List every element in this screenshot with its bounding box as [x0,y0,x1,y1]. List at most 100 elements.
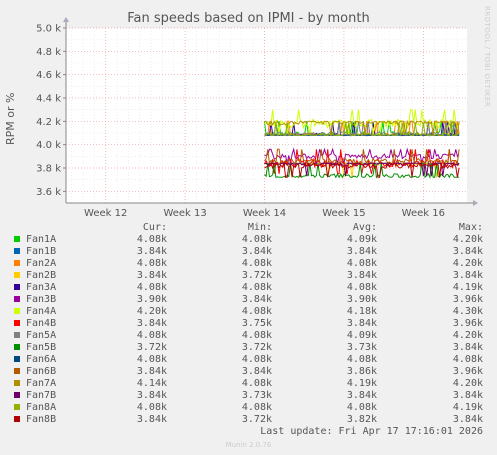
legend-max: 3.84k [452,270,483,281]
chart-title: Fan speeds based on IPMI - by month [127,11,370,26]
munin-footer: Munin 2.0.76 [225,441,272,449]
legend-row-fan1a: Fan1A 4.08k 4.08k 4.09k 4.20k [0,234,497,246]
legend-avg: 4.19k [346,378,377,389]
legend-cur: 4.14k [136,378,167,389]
legend-cur: 4.08k [136,330,167,341]
legend-swatch [14,344,20,350]
legend-min: 4.08k [241,402,272,413]
legend-min: 4.08k [241,282,272,293]
legend-min: 4.08k [241,378,272,389]
legend-cur: 4.20k [136,306,167,317]
legend-avg: 4.09k [346,234,377,245]
legend-row-fan7a: Fan7A 4.14k 4.08k 4.19k 4.20k [0,378,497,390]
legend-min: 4.08k [241,354,272,365]
legend-name: Fan1B [26,246,57,257]
legend-max: 4.20k [452,378,483,389]
tick-labels: 3.6 k 3.8 k 4.0 k 4.2 k 4.4 k 4.6 k 4.8 k 5.0 k… [36,24,445,220]
legend-min: 3.72k [241,414,272,425]
legend-swatch [14,356,20,362]
legend-row-fan1b: Fan1B 3.84k 3.84k 3.84k 3.84k [0,246,497,258]
legend-min: 3.72k [241,342,272,353]
legend-name: Fan8B [26,414,57,425]
legend-max: 3.96k [452,318,483,329]
series-line-fan6b [264,148,460,166]
legend-row-fan2a: Fan2A 4.08k 4.08k 4.08k 4.20k [0,258,497,270]
legend-cur: 4.08k [136,282,167,293]
legend-swatch [14,260,20,266]
legend-min: 3.84k [241,366,272,377]
legend-avg: 3.73k [346,342,377,353]
series-line-fan7b [264,162,460,177]
legend-row-fan6b: Fan6B 3.84k 3.84k 3.86k 3.96k [0,366,497,378]
legend-avg: 3.84k [346,318,377,329]
legend-avg: 4.18k [346,306,377,317]
x-tick-label: Week 14 [243,208,286,219]
legend-cur: 3.90k [136,294,167,305]
legend-swatch [14,308,20,314]
legend-cur: 3.84k [136,246,167,257]
series-layer [264,109,460,180]
legend-row-fan5a: Fan5A 4.08k 4.08k 4.09k 4.20k [0,330,497,342]
y-tick-label: 4.0 k [36,140,61,151]
legend-cur: 3.72k [136,342,167,353]
legend-swatch [14,272,20,278]
legend-min: 3.72k [241,270,272,281]
series-line-fan7a [264,119,460,136]
legend-name: Fan5B [26,342,57,353]
legend-avg: 4.08k [346,258,377,269]
legend-name: Fan6B [26,366,57,377]
legend-max: 3.96k [452,366,483,377]
legend-name: Fan1A [26,234,57,245]
legend-max: 4.19k [452,402,483,413]
legend-max: 3.84k [452,342,483,353]
legend-max: 3.84k [452,246,483,257]
legend-swatch [14,248,20,254]
legend-name: Fan7A [26,378,57,389]
legend-row-fan6a: Fan6A 4.08k 4.08k 4.08k 4.08k [0,354,497,366]
legend-max: 4.20k [452,258,483,269]
y-tick-label: 4.8 k [36,47,61,58]
legend-row-fan3a: Fan3A 4.08k 4.08k 4.08k 4.19k [0,282,497,294]
legend-name: Fan2B [26,270,57,281]
y-tick-label: 4.4 k [36,94,61,105]
legend-max: 4.30k [452,306,483,317]
legend-avg: 4.09k [346,330,377,341]
legend-min: 3.75k [241,318,272,329]
legend-cur: 4.08k [136,354,167,365]
series-line-fan3b [264,147,460,166]
legend-name: Fan3A [26,282,57,293]
last-update: Last update: Fri Apr 17 17:16:01 2026 [260,426,483,437]
legend-col-max: Max: [458,222,483,233]
legend-avg: 3.84k [346,390,377,401]
legend-max: 3.84k [452,390,483,401]
legend-row-fan8b: Fan8B 3.84k 3.72k 3.82k 3.84k [0,414,497,426]
legend-header: Cur: Min: Avg: Max: [0,222,497,234]
legend-min: 3.84k [241,294,272,305]
major-grid [66,27,467,203]
y-tick-label: 3.8 k [36,164,61,175]
legend-max: 4.08k [452,354,483,365]
legend-avg: 4.08k [346,354,377,365]
legend-name: Fan4A [26,306,57,317]
legend-avg: 3.90k [346,294,377,305]
legend-name: Fan7B [26,390,57,401]
legend-swatch [14,236,20,242]
legend-cur: 4.08k [136,402,167,413]
chart-plot: 3.6 k 3.8 k 4.0 k 4.2 k 4.4 k 4.6 k 4.8 k 5.0 k… [36,17,478,220]
series-line-fan5a [264,121,460,137]
legend-max: 4.20k [452,330,483,341]
legend-row-fan7b: Fan7B 3.84k 3.73k 3.84k 3.84k [0,390,497,402]
y-axis-arrow [63,17,69,22]
x-tick-label: Week 12 [84,208,127,219]
legend-avg: 4.08k [346,282,377,293]
legend-avg: 3.86k [346,366,377,377]
legend-swatch [14,284,20,290]
axes [63,17,478,206]
legend-min: 4.08k [241,258,272,269]
legend-name: Fan2A [26,258,57,269]
legend-col-min: Min: [247,222,272,233]
y-tick-label: 4.6 k [36,70,61,81]
x-tick-label: Week 13 [163,208,206,219]
legend-cur: 3.84k [136,366,167,377]
legend-name: Fan4B [26,318,57,329]
